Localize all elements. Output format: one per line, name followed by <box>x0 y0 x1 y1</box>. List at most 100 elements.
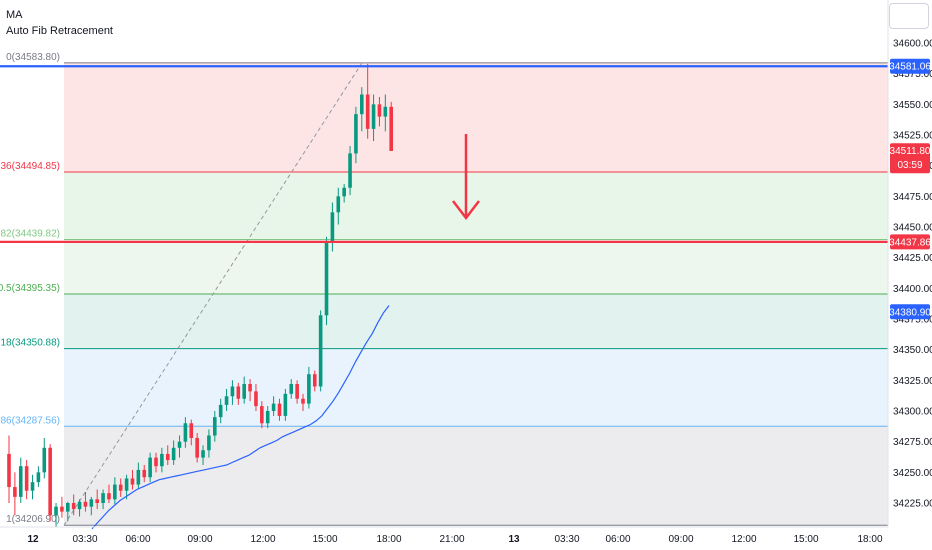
fib-band <box>64 426 888 526</box>
indicator-ma[interactable]: MA <box>6 9 23 21</box>
time-tick: 15:00 <box>793 534 818 545</box>
candle-body <box>48 447 52 516</box>
candle-body <box>36 472 41 483</box>
candle-body <box>24 466 29 491</box>
candle-body <box>312 374 317 387</box>
candle-body <box>218 404 223 418</box>
horizontal-lines[interactable] <box>0 65 888 243</box>
price-tags: 34581.06 34511.80 03:59 34437.86 34380.90 <box>889 58 931 320</box>
candle-body <box>160 453 164 467</box>
indicator-auto-fib[interactable]: Auto Fib Retracement <box>6 25 113 37</box>
time-tick: 06:00 <box>125 534 150 545</box>
candle-body <box>295 384 299 399</box>
fib-level-labels: 0(34583.80) .236(34494.85) .382(34439.82) 0… <box>0 52 60 525</box>
candle-body <box>207 435 211 451</box>
fib-label: 0.5(34395.35) <box>0 283 60 294</box>
time-tick: 12:00 <box>250 534 275 545</box>
time-tick: 21:00 <box>439 534 464 545</box>
candle-body <box>283 393 288 416</box>
candle-body <box>260 406 264 424</box>
candle-body <box>254 391 258 407</box>
candle-body <box>136 469 141 485</box>
down-arrow-annotation[interactable] <box>452 134 480 221</box>
candle-body <box>83 501 88 507</box>
fib-trend-line[interactable] <box>63 62 363 526</box>
candle-body <box>30 482 35 491</box>
time-tick: 03:30 <box>554 534 579 545</box>
candle-body <box>236 386 241 399</box>
time-tick: 15:00 <box>312 534 337 545</box>
fib-band <box>64 62 888 172</box>
time-axis[interactable]: 12 03:30 06:00 09:00 12:00 15:00 18:00 21:00 13 0… <box>27 534 883 545</box>
time-tick: 06:00 <box>605 534 630 545</box>
price-tag <box>890 304 930 320</box>
candle-body <box>60 506 64 512</box>
candle-body <box>130 478 135 485</box>
candle-body <box>183 423 188 442</box>
candle-body <box>307 374 311 404</box>
candle-body <box>77 501 82 510</box>
candle-body <box>354 114 358 154</box>
candle-body <box>271 403 276 411</box>
candle-body <box>277 403 282 416</box>
candle-body <box>165 453 170 461</box>
candle-body <box>89 499 94 507</box>
fib-level-lines <box>64 62 888 526</box>
time-tick: 13 <box>508 534 520 545</box>
candle-body <box>107 493 111 500</box>
fib-bands <box>64 62 888 526</box>
price-tick: 34475.00 <box>893 192 932 203</box>
candle-body <box>289 384 294 394</box>
candle-body <box>142 469 147 478</box>
price-tick: 34325.00 <box>893 376 932 387</box>
candle-body <box>118 484 123 491</box>
time-tick: 03:30 <box>72 534 97 545</box>
fib-label: .618(34350.88) <box>0 338 60 349</box>
price-tick: 34600.00 <box>893 39 932 50</box>
candle-body <box>230 386 235 397</box>
fib-label: .786(34287.56) <box>0 415 60 426</box>
ma-line <box>91 305 390 530</box>
fib-band <box>64 294 888 349</box>
price-tag <box>890 143 930 174</box>
candle-body <box>265 411 270 424</box>
price-axis[interactable]: 34225.00 34250.00 34275.00 34300.00 34325.00… <box>893 39 932 510</box>
candle-body <box>189 423 194 438</box>
price-tick: 34275.00 <box>893 437 932 448</box>
time-tick: 12:00 <box>731 534 756 545</box>
candle-body <box>301 398 305 404</box>
candle-body <box>348 153 352 188</box>
fib-band <box>64 239 888 295</box>
time-tick: 09:00 <box>187 534 212 545</box>
candle-body <box>342 187 346 197</box>
candle-body <box>113 484 117 500</box>
candle-body <box>195 437 199 458</box>
candle-body <box>148 457 152 478</box>
candle-body <box>13 487 17 497</box>
time-tick: 18:00 <box>857 534 882 545</box>
candle-body <box>318 315 323 387</box>
fib-band <box>64 348 888 427</box>
countdown-text: 03:59 <box>897 160 922 171</box>
price-tag <box>890 58 930 74</box>
price-tick: 34250.00 <box>893 468 932 479</box>
candle-body <box>224 396 229 405</box>
candle-body <box>330 212 335 242</box>
price-tick: 34375.00 <box>893 315 932 326</box>
price-tick: 34350.00 <box>893 345 932 356</box>
candle-body <box>42 447 47 473</box>
time-tick: 18:00 <box>376 534 401 545</box>
chart-control-box[interactable] <box>889 3 929 29</box>
candle-body <box>124 478 129 491</box>
candle-body <box>324 241 329 316</box>
candle-body <box>71 503 76 510</box>
candle-body <box>171 447 176 461</box>
candle-body <box>360 94 364 115</box>
candle-body <box>365 94 370 129</box>
price-tick: 34425.00 <box>893 253 932 264</box>
candles <box>7 63 393 528</box>
price-tag <box>890 234 930 250</box>
candle-body <box>201 450 205 458</box>
candle-body <box>95 499 99 503</box>
